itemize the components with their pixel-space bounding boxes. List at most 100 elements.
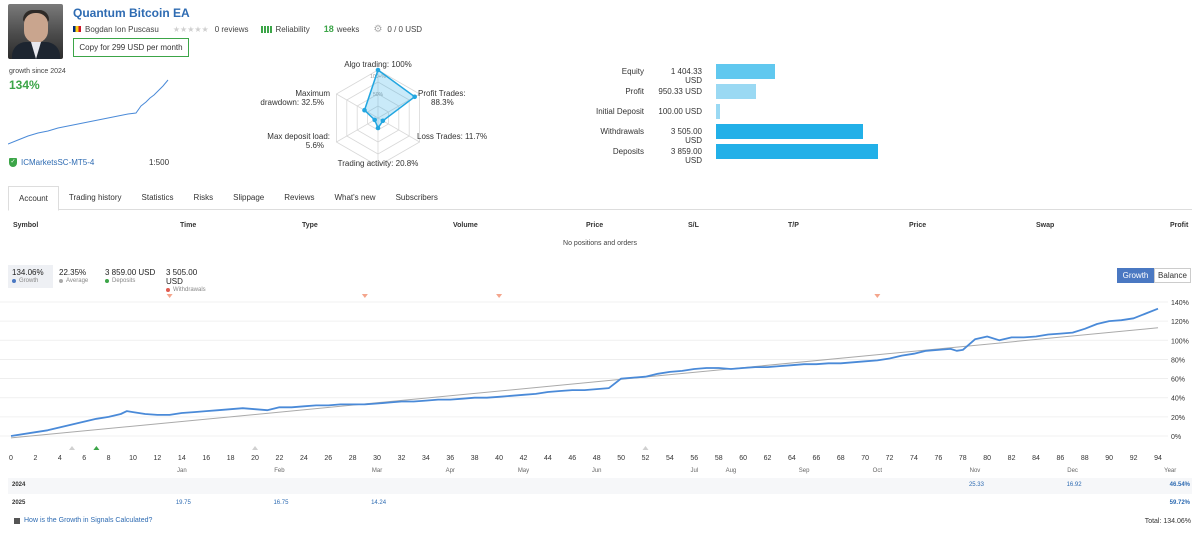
column-header: S/L (688, 222, 699, 229)
x-tick-label: 54 (666, 455, 674, 462)
x-tick-label: 90 (1105, 455, 1113, 462)
verified-shield-icon: ✓ (9, 158, 17, 167)
growth-calculation-help-link[interactable]: How is the Growth in Signals Calculated? (14, 517, 152, 524)
reliability-label: Reliability (275, 24, 310, 34)
radar-axis-label-5: Maximum drawdown: 32.5% (260, 89, 330, 107)
summary-label: Growth (12, 278, 49, 284)
tab-trading-history[interactable]: Trading history (68, 193, 122, 202)
month-label: Nov (970, 468, 981, 474)
year-row-2024: 2024 25.33 16.92 46.54% (8, 478, 1192, 494)
x-tick-label: 56 (690, 455, 698, 462)
radar-point-0 (375, 67, 381, 73)
account-label-withdrawals: Withdrawals (600, 127, 644, 136)
x-tick-label: 70 (861, 455, 869, 462)
x-tick-label: 20 (251, 455, 259, 462)
author-name[interactable]: Bogdan Ion Puscasu (85, 24, 159, 34)
help-link-text[interactable]: How is the Growth in Signals Calculated? (24, 517, 153, 524)
column-header: Type (302, 222, 318, 229)
month-label: Feb (274, 468, 285, 474)
summary-label: Deposits (105, 278, 156, 284)
broker-name[interactable]: ICMarketsSC-MT5-4 (21, 158, 95, 167)
signal-meta-row: Bogdan Ion Puscasu ★★★★★ 0 reviews Relia… (73, 24, 422, 35)
x-tick-label: 38 (471, 455, 479, 462)
tab-account[interactable]: Account (8, 186, 59, 211)
column-header: Symbol (13, 222, 39, 229)
radar-point-3 (375, 125, 381, 131)
summary-card-deposits[interactable]: 3 859.00 USD Deposits (101, 265, 160, 288)
total-growth: Total: 134.06% (1144, 518, 1191, 525)
account-label-equity: Equity (621, 67, 644, 76)
x-tick-label: 10 (129, 455, 137, 462)
column-header: Price (909, 222, 927, 229)
tab-reviews[interactable]: Reviews (284, 193, 315, 202)
x-tick-label: 78 (959, 455, 967, 462)
legend-dot-icon (105, 279, 109, 283)
account-bar (716, 64, 775, 79)
summary-card-withdrawals[interactable]: 3 505.00 USD Withdrawals (162, 265, 220, 293)
tab-slippage[interactable]: Slippage (233, 193, 265, 202)
account-bar (716, 124, 864, 139)
y-tick-label: 20% (1171, 415, 1185, 422)
tab-what-s-new[interactable]: What's new (334, 193, 376, 202)
author-avatar[interactable] (8, 4, 63, 59)
month-label: Jun (592, 468, 602, 474)
signal-title[interactable]: Quantum Bitcoin EA (73, 6, 190, 20)
x-tick-label: 64 (788, 455, 796, 462)
reliability-bars-icon (260, 25, 272, 33)
x-tick-label: 32 (398, 455, 406, 462)
tab-subscribers[interactable]: Subscribers (395, 193, 438, 202)
x-tick-label: 68 (837, 455, 845, 462)
column-header: T/P (788, 222, 799, 229)
summary-value: 3 505.00 USD (166, 268, 198, 286)
x-tick-label: 58 (715, 455, 723, 462)
radar-spoke (336, 117, 379, 143)
account-value: 3 859.00 USD (670, 147, 702, 165)
growth-toggle-button[interactable]: Growth (1117, 268, 1154, 283)
month-label: Jul (690, 468, 698, 474)
x-tick-label: 2 (33, 455, 37, 462)
withdrawal-marker-icon (166, 294, 173, 298)
summary-card-growth[interactable]: 134.06% Growth (8, 265, 53, 288)
reviews-count[interactable]: 0 reviews (214, 24, 249, 34)
withdrawal-marker-icon (496, 294, 503, 298)
summary-label: Withdrawals (166, 287, 216, 293)
y-tick-label: 140% (1171, 300, 1189, 307)
legend-dot-icon (12, 279, 16, 283)
romania-flag-icon (73, 26, 81, 32)
month-growth-value: 14.24 (371, 500, 387, 506)
column-header: Swap (1036, 222, 1055, 229)
deposit-marker-icon (93, 446, 100, 450)
year-row-2025: 2025 19.75 16.75 14.24 59.72% (8, 496, 1192, 512)
deposit-marker-icon (252, 446, 259, 450)
month-label: Sep (799, 468, 810, 474)
weeks-count: 18 (323, 24, 334, 34)
help-book-icon (14, 517, 20, 524)
y-tick-label: 60% (1171, 377, 1185, 384)
summary-card-average[interactable]: 22.35% Average (55, 265, 99, 288)
mini-growth-chart (8, 79, 169, 145)
x-tick-label: 12 (154, 455, 162, 462)
x-tick-label: 36 (446, 455, 454, 462)
year-label: 2025 (12, 500, 26, 506)
account-label-profit: Profit (625, 87, 644, 96)
growth-chart[interactable]: 140%120%100%80%60%40%20%0%0 2 4 6 8 10 12 14 16 1… (0, 290, 1200, 478)
account-bar (716, 144, 878, 159)
broker-server[interactable]: ✓ ICMarketsSC-MT5-4 (9, 158, 94, 167)
x-tick-label: 14 (178, 455, 186, 462)
balance-toggle-button[interactable]: Balance (1154, 268, 1191, 283)
radar-chart: 100+% 50% Algo trading: 100% Profit Trades:… (260, 60, 487, 168)
radar-axis-label-4: Max deposit load: 5.6% (267, 132, 330, 150)
x-tick-label: 88 (1081, 455, 1089, 462)
summary-value: 3 859.00 USD (105, 268, 156, 277)
x-tick-label: 62 (764, 455, 772, 462)
radar-axis-label-2: Loss Trades: 11.7% (417, 132, 487, 141)
mini-growth-line (8, 79, 169, 145)
x-tick-label: 42 (520, 455, 528, 462)
radar-axis-label-3: Trading activity: 20.8% (338, 159, 419, 168)
copy-signal-button[interactable]: Copy for 299 USD per month (73, 38, 189, 57)
tab-statistics[interactable]: Statistics (141, 193, 174, 202)
growth-since-label: growth since 2024 (9, 68, 66, 75)
y-tick-label: 0% (1171, 434, 1181, 441)
tab-risks[interactable]: Risks (193, 193, 214, 202)
month-label: Aug (726, 468, 737, 474)
